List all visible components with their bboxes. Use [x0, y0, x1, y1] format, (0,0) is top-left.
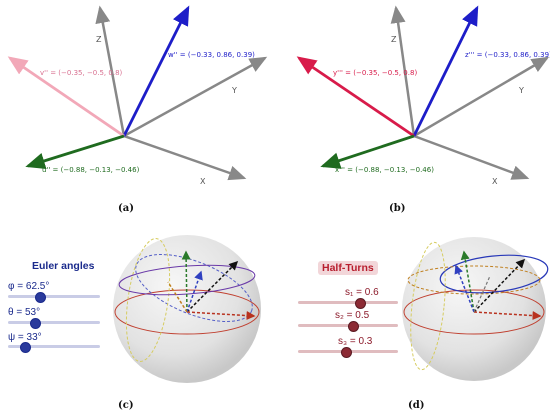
- phi-label: φ = 62.5°: [8, 281, 50, 292]
- psi-label: ψ = 33°: [8, 332, 42, 343]
- axis-x-a: [123, 134, 247, 181]
- theta-slider-knob[interactable]: [29, 318, 41, 329]
- phi-slider-track[interactable]: [8, 295, 100, 298]
- psi-slider-track[interactable]: [8, 345, 100, 348]
- theta-slider-track[interactable]: [8, 321, 100, 324]
- vector-red-d: [473, 311, 542, 321]
- equator-d: [403, 289, 545, 335]
- axis-x-b: [413, 134, 530, 180]
- axis-label-x-b: X: [492, 177, 498, 186]
- half-turns-title: Half-Turns: [318, 261, 378, 275]
- axis-label-y-b: Y: [518, 86, 524, 95]
- axis-label-y-a: Y: [231, 86, 237, 95]
- vector-y3: [296, 56, 415, 138]
- vector-label-x3: x''' = (−0.88, −0.13, −0.46): [335, 166, 434, 174]
- vector-blue-d: [454, 264, 475, 313]
- vector-red-c: [186, 311, 256, 321]
- psi-slider-knob[interactable]: [19, 342, 31, 353]
- axis-label-x-a: X: [200, 177, 206, 186]
- axis-y-b: [413, 56, 550, 138]
- vector-label-u: u'' = (−0.88, −0.13, −0.46): [42, 166, 140, 174]
- panel-a-diagram: Z Y X w'' = (−0.33, 0.86, 0.39) v'' = (−…: [7, 5, 268, 186]
- vector-gray-d: [473, 275, 491, 313]
- s1-label: s₁ = 0.6: [345, 287, 379, 298]
- s2-slider-knob[interactable]: [348, 321, 359, 332]
- s3-slider-knob[interactable]: [341, 347, 352, 358]
- vector-blue-c: [186, 270, 203, 313]
- vector-black-d: [473, 258, 526, 313]
- panel-d-sphere: [402, 237, 549, 381]
- phi-slider-knob[interactable]: [35, 292, 47, 303]
- axis-z-a: [95, 5, 126, 137]
- s3-label: s₃ = 0.3: [338, 336, 373, 347]
- s1-slider-knob[interactable]: [355, 298, 366, 309]
- axis-label-z-b: Z: [391, 35, 397, 44]
- vector-u: [25, 134, 125, 170]
- vector-black-c: [186, 260, 239, 313]
- caption-b: (b): [389, 203, 406, 214]
- vector-label-w: w'' = (−0.33, 0.86, 0.39): [168, 51, 255, 59]
- axis-z-b: [390, 5, 416, 137]
- vector-label-v: v'' = (−0.35, −0.5, 0.8): [40, 69, 123, 77]
- vector-x3: [320, 134, 415, 169]
- vector-z3: [412, 5, 479, 137]
- caption-d: (d): [408, 400, 425, 411]
- vector-label-z3: z''' = (−0.33, 0.86, 0.39): [465, 51, 550, 59]
- vector-green-d: [460, 250, 475, 313]
- panel-b-diagram: Y X z''' = (−0.33, 0.86, 0.39) y''' = (−…: [296, 5, 550, 186]
- s2-label: s₂ = 0.5: [335, 310, 370, 321]
- caption-a: (a): [118, 203, 134, 214]
- vector-v: [7, 56, 125, 138]
- great-circle-yellow-d: [410, 241, 446, 371]
- panel-c-sphere: [113, 235, 261, 383]
- great-circle-blue-d: [439, 254, 549, 294]
- vector-orange-c: [167, 281, 188, 313]
- vector-label-y3: y''' = (−0.35, −0.5, 0.8): [333, 69, 417, 77]
- axis-label-z-a: Z: [96, 35, 102, 44]
- great-circle-orange-d: [407, 265, 541, 295]
- caption-c: (c): [118, 400, 134, 411]
- axes-b: [390, 5, 550, 180]
- s1-slider-track[interactable]: [298, 301, 398, 304]
- vector-w: [122, 5, 190, 137]
- euler-angles-title: Euler angles: [32, 260, 95, 272]
- theta-label: θ = 53°: [8, 307, 41, 318]
- vector-green-c: [181, 250, 191, 313]
- axis-y-a: [123, 56, 268, 138]
- axes-a: [95, 5, 268, 181]
